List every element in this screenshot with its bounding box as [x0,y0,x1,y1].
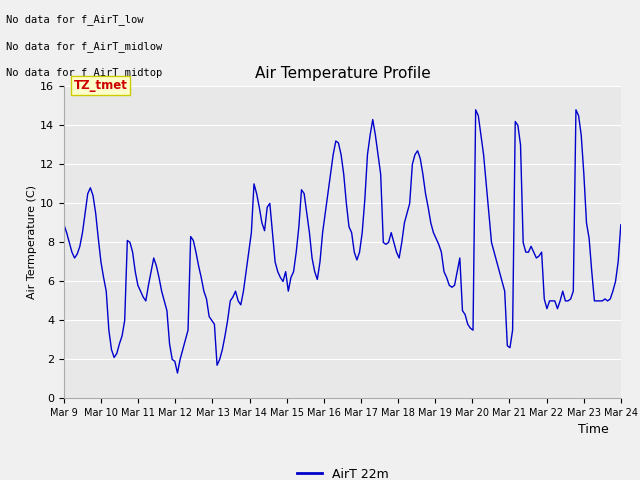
Text: TZ_tmet: TZ_tmet [74,79,127,92]
X-axis label: Time: Time [577,423,609,436]
Y-axis label: Air Termperature (C): Air Termperature (C) [28,185,37,300]
Legend: AirT 22m: AirT 22m [292,463,393,480]
Text: No data for f_AirT_midlow: No data for f_AirT_midlow [6,41,163,52]
Text: No data for f_AirT_midtop: No data for f_AirT_midtop [6,67,163,78]
Title: Air Temperature Profile: Air Temperature Profile [255,66,430,81]
Text: No data for f_AirT_low: No data for f_AirT_low [6,14,144,25]
